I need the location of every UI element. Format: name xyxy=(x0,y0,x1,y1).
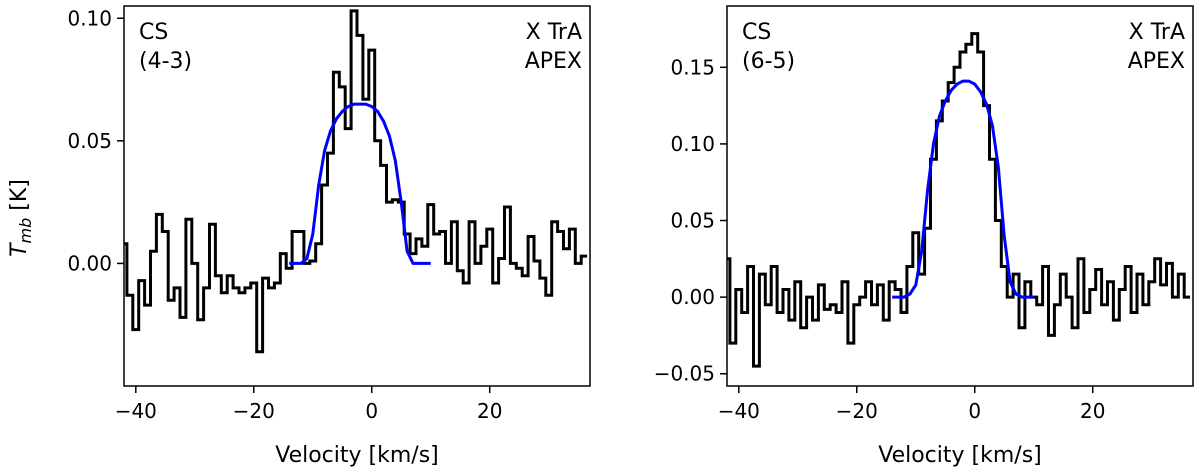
x-tick-label: 0 xyxy=(365,399,378,423)
molecule-label: CS xyxy=(742,20,771,45)
spectrum-line xyxy=(727,32,1191,368)
x-tick-label: 20 xyxy=(1080,399,1105,423)
axes-frame xyxy=(726,5,1194,387)
x-axis-title: Velocity [km/s] xyxy=(878,443,1042,468)
x-tick-label: −40 xyxy=(718,399,760,423)
telescope-label: APEX xyxy=(1128,49,1185,74)
transition-label: (6-5) xyxy=(742,49,795,74)
fit-curve xyxy=(289,102,431,265)
axes-frame xyxy=(123,5,591,387)
y-tick-label: −0.05 xyxy=(654,362,715,386)
spectrum-panel-cs-6-5: −40 −20 0 20 −0.05 0.00 0.05 0.10 0.15 Velocity [… xyxy=(654,5,1194,468)
source-label: X TrA xyxy=(1129,20,1185,45)
y-tick-label: 0.15 xyxy=(670,55,715,79)
x-tick-label: 20 xyxy=(477,399,502,423)
y-tick-label: 0.00 xyxy=(67,251,112,275)
spectrum-panel-cs-4-3: −40 −20 0 20 0.00 0.05 0.10 Velocity [km/s] CS (4… xyxy=(67,5,591,468)
y-tick-label: 0.05 xyxy=(67,129,112,153)
source-label: X TrA xyxy=(526,20,582,45)
plot-area xyxy=(727,32,1191,368)
plot-area xyxy=(124,9,588,354)
x-tick-label: 0 xyxy=(968,399,981,423)
transition-label: (4-3) xyxy=(139,49,192,74)
x-tick-label: −40 xyxy=(115,399,157,423)
x-tick-label: −20 xyxy=(233,399,275,423)
y-axis-title: Tmb [K] xyxy=(7,179,35,257)
x-tick-label: −20 xyxy=(836,399,878,423)
y-tick-label: 0.00 xyxy=(670,285,715,309)
y-tick-label: 0.10 xyxy=(67,6,112,30)
telescope-label: APEX xyxy=(525,49,582,74)
molecule-label: CS xyxy=(139,20,168,45)
y-tick-label: 0.05 xyxy=(670,209,715,233)
x-axis-title: Velocity [km/s] xyxy=(275,443,439,468)
y-tick-label: 0.10 xyxy=(670,132,715,156)
spectrum-line xyxy=(124,9,588,354)
fit-curve xyxy=(892,79,1034,299)
